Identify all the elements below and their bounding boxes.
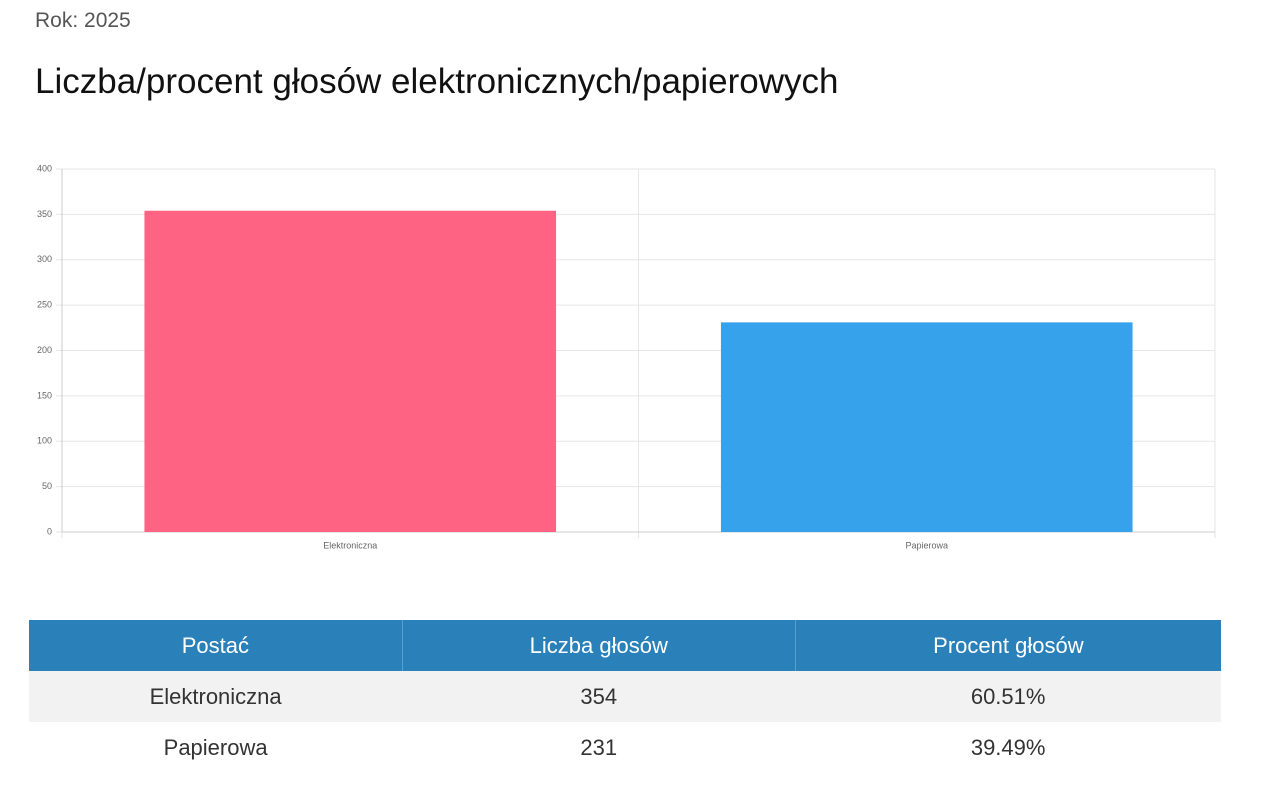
x-tick-label: Elektroniczna xyxy=(323,540,377,550)
y-tick-label: 350 xyxy=(37,209,52,219)
y-tick-label: 200 xyxy=(37,345,52,355)
bar xyxy=(720,322,1133,532)
bar xyxy=(144,210,557,532)
table-cell: 231 xyxy=(580,734,618,760)
y-tick-label: 300 xyxy=(37,254,52,264)
y-tick-label: 0 xyxy=(47,526,52,536)
table-cell: 39.49% xyxy=(970,734,1046,760)
table-row: Elektroniczna 354 60.51% xyxy=(29,671,1221,722)
table-row: Papierowa 231 39.49% xyxy=(29,722,1221,773)
y-tick-label: 150 xyxy=(37,390,52,400)
y-tick-label: 250 xyxy=(37,300,52,310)
y-tick-label: 50 xyxy=(42,481,52,491)
y-tick-label: 100 xyxy=(37,436,52,446)
table-cell: 60.51% xyxy=(795,671,1221,722)
table-cell: Papierowa xyxy=(163,734,268,760)
column-header: Procent głosów xyxy=(795,620,1221,671)
results-table: Postać Liczba głosów Procent głosów Elektr… xyxy=(29,620,1221,773)
header-row: Postać Liczba głosów Procent głosów xyxy=(29,620,1221,671)
x-tick-label: Papierowa xyxy=(905,540,948,550)
table-body: Elektroniczna 354 60.51% Papierowa 231 39.49% xyxy=(29,671,1221,773)
heading: Liczba/procent głosów elektronicznych/pa… xyxy=(35,62,839,101)
column-header: Postać xyxy=(29,620,403,671)
chart: 0 50 100 150 200 250 300 350 400 Elektroniczna Pap… xyxy=(37,163,1216,550)
table-cell: Elektroniczna xyxy=(29,671,403,722)
y-tick-label: 400 xyxy=(37,163,52,173)
column-header: Liczba głosów xyxy=(402,620,796,671)
table-cell: 354 xyxy=(402,671,796,722)
year-label: Rok: 2025 xyxy=(35,9,131,32)
